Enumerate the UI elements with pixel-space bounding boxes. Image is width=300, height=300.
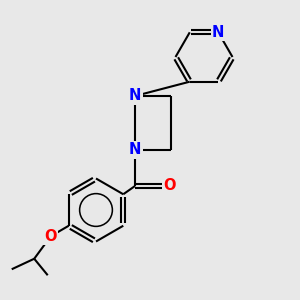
Text: N: N [129, 88, 141, 104]
Text: N: N [212, 25, 224, 40]
Text: N: N [129, 142, 141, 158]
Text: O: O [163, 178, 176, 194]
Text: O: O [44, 229, 57, 244]
